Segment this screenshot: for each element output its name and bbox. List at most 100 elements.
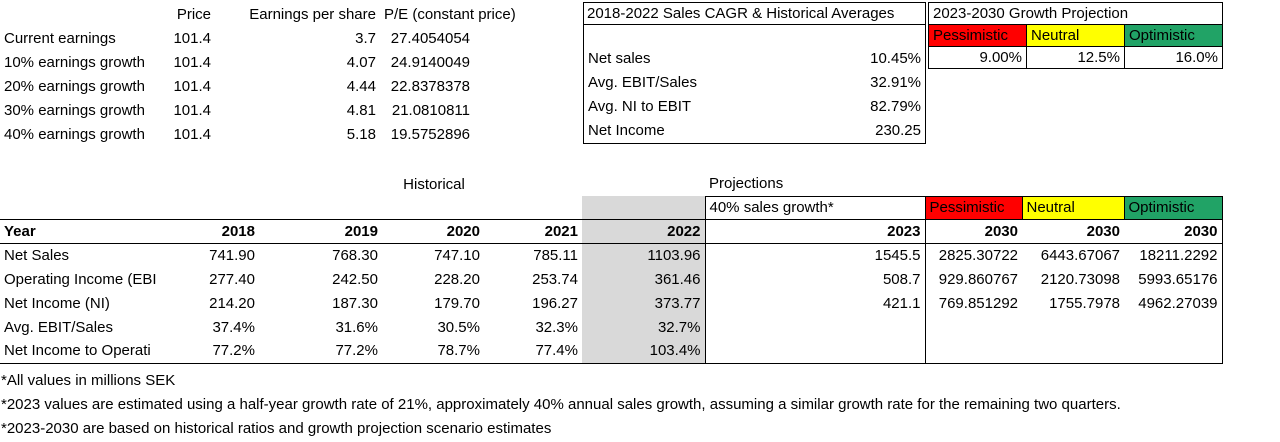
cell[interactable]: 32.7% [582,315,705,339]
cell[interactable]: 508.7 [704,267,925,291]
cell[interactable]: 6443.67067 [1040,246,1120,264]
cell[interactable]: 373.77 [582,291,705,315]
row-label[interactable]: Net Income (NI) [4,294,110,312]
cell[interactable] [1124,315,1223,339]
row-label[interactable]: Net Income to Operati [0,339,163,364]
optimistic-rate[interactable]: 16.0% [1124,46,1223,69]
year-cell[interactable]: 2022 [582,218,705,244]
row-label[interactable]: Operating Income (EBI [4,270,157,288]
cell[interactable] [0,2,165,26]
cell[interactable]: 768.30 [332,246,378,264]
row-value[interactable]: 32.91% [870,74,921,91]
cell[interactable]: 103.4% [582,339,705,364]
cell[interactable]: 18211.2292 [1124,243,1223,267]
cell[interactable] [704,315,925,339]
cell[interactable]: 214.20 [209,294,255,312]
year-cell[interactable]: 2021 [484,218,582,244]
row-label[interactable]: 40% earnings growth [4,125,145,143]
cell[interactable]: 179.70 [434,294,480,312]
cell[interactable]: 1545.5 [704,243,925,267]
growth-box-title[interactable]: 2023-2030 Growth Projection [928,2,1223,25]
cell[interactable]: 187.30 [332,294,378,312]
row-label[interactable]: Net sales [588,50,651,67]
cell[interactable]: 196.27 [532,294,578,312]
cell[interactable] [1022,315,1124,339]
cell[interactable] [924,339,1022,364]
neutral-header[interactable]: Neutral [1021,195,1125,220]
cell[interactable] [0,196,163,219]
eps-cell[interactable]: 4.81 [346,101,376,119]
cell[interactable]: 253.74 [532,270,578,288]
optimistic-header[interactable]: Optimistic [1124,24,1223,47]
row-label[interactable]: 10% earnings growth [4,53,145,71]
cell[interactable]: 2120.73098 [1040,270,1120,288]
pessimistic-header[interactable]: Pessimistic [924,195,1023,220]
optimistic-header[interactable]: Optimistic [1123,195,1223,220]
cell[interactable]: 769.851292 [924,291,1022,315]
neutral-rate[interactable]: 12.5% [1026,46,1125,69]
cell[interactable]: 30.5% [437,318,480,336]
projections-section-label[interactable]: Projections [709,175,784,193]
cell[interactable]: 77.2% [259,339,382,364]
price-cell[interactable]: 101.4 [173,77,211,95]
row-label[interactable]: Net Sales [4,246,70,264]
cell[interactable] [1022,339,1124,364]
pe-cell[interactable]: 27.4054054 [390,29,470,47]
row-label[interactable]: 30% earnings growth [4,101,145,119]
eps-cell[interactable]: 4.44 [346,77,376,95]
year-cell[interactable]: 2023 [704,218,925,244]
row-label[interactable]: Avg. NI to EBIT [588,98,692,115]
pe-cell[interactable]: 22.8378378 [390,77,470,95]
cell[interactable]: 2825.30722 [924,243,1022,267]
cell[interactable]: 37.4% [212,318,255,336]
pessimistic-rate[interactable]: 9.00% [928,46,1027,69]
year-label[interactable]: Year [0,218,163,244]
eps-cell[interactable]: 4.07 [346,53,376,71]
cell[interactable] [0,172,163,196]
cell[interactable]: 77.4% [484,339,582,364]
price-cell[interactable]: 101.4 [173,53,211,71]
row-value[interactable]: 230.25 [875,122,921,139]
cell[interactable]: 277.40 [209,270,255,288]
year-cell[interactable]: 2030 [924,218,1022,244]
cell[interactable] [704,339,925,364]
cell[interactable] [924,315,1022,339]
price-cell[interactable]: 101.4 [173,29,211,47]
price-cell[interactable]: 101.4 [173,101,211,119]
cell[interactable] [163,196,582,219]
cell[interactable] [925,172,1222,196]
year-cell[interactable]: 2030 [1124,218,1223,244]
cell[interactable]: 5993.65176 [1124,267,1223,291]
row-label[interactable]: Avg. EBIT/Sales [4,318,113,336]
year-cell[interactable]: 2020 [382,218,484,244]
eps-header[interactable]: Earnings per share [249,5,376,23]
cell[interactable] [582,196,705,219]
row-value[interactable]: 10.45% [870,50,921,67]
pe-cell[interactable]: 24.9140049 [390,53,470,71]
pe-header[interactable]: P/E (constant price) [384,5,516,23]
cell[interactable]: 32.3% [535,318,578,336]
cell[interactable]: 228.20 [434,270,480,288]
year-cell[interactable]: 2019 [259,218,382,244]
cell[interactable]: 31.6% [335,318,378,336]
row-label[interactable]: 20% earnings growth [4,77,145,95]
cell[interactable]: 1755.7978 [1049,294,1120,312]
row-label[interactable]: Avg. EBIT/Sales [588,74,697,91]
neutral-header[interactable]: Neutral [1026,24,1125,47]
cell[interactable]: 929.860767 [924,267,1022,291]
cell[interactable] [1124,339,1223,364]
cell[interactable]: 4962.27039 [1124,291,1223,315]
cagr-box-title[interactable]: 2018-2022 Sales CAGR & Historical Averag… [584,3,925,25]
growth-note-cell[interactable]: 40% sales growth* [704,195,926,220]
cell[interactable]: 747.10 [434,246,480,264]
cell[interactable]: 421.1 [704,291,925,315]
historical-section-label[interactable]: Historical [403,175,465,193]
pe-cell[interactable]: 21.0810811 [391,101,470,119]
pe-cell[interactable]: 19.5752896 [390,125,470,143]
row-label[interactable]: Current earnings [4,29,116,47]
cell[interactable]: 77.2% [163,339,259,364]
row-label[interactable]: Net Income [588,122,665,139]
eps-cell[interactable]: 3.7 [355,29,376,47]
year-cell[interactable]: 2018 [163,218,259,244]
cell[interactable]: 78.7% [382,339,484,364]
